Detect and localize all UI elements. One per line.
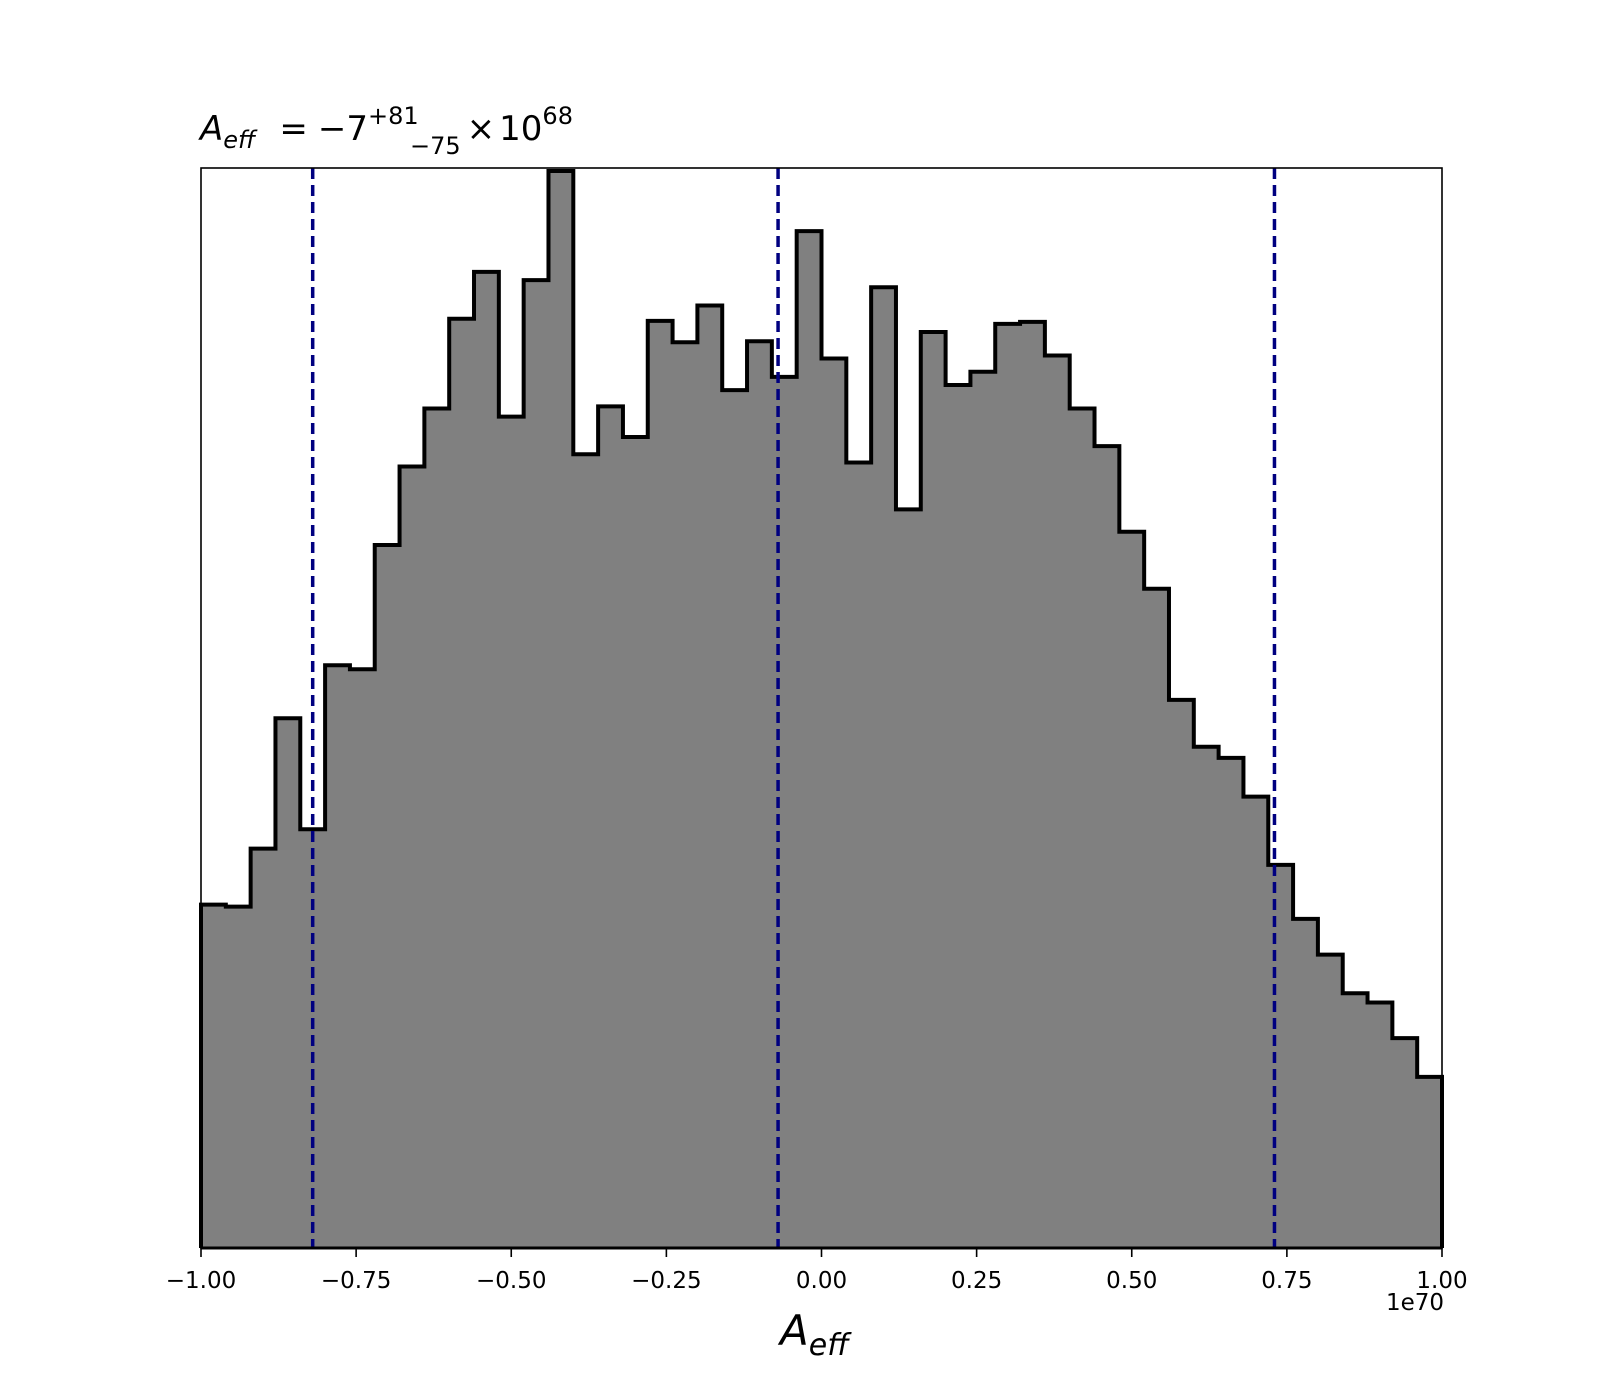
x-tick-label: 0.50 [1106,1268,1157,1294]
histogram-bar [747,341,773,1249]
title-plus-error: +81 [368,102,419,130]
histogram-bar [821,358,847,1248]
histogram-bar [275,718,301,1248]
histogram-bar [598,406,624,1248]
histogram-bar [573,454,599,1248]
histogram-bar [995,323,1021,1248]
histogram-bar [1119,531,1145,1248]
title-equals: = [279,109,308,149]
x-axis-offset-label: 1e70 [1386,1290,1444,1316]
x-tick-label: 0.25 [951,1268,1002,1294]
histogram-bar [1218,757,1245,1248]
histogram-bar [201,904,227,1248]
x-axis-label: Aeff [777,1306,852,1363]
histogram-bar [1268,864,1294,1248]
x-tick-label: −1.00 [166,1268,236,1294]
histogram-bars [201,171,1443,1249]
histogram-bar [449,318,475,1248]
histogram-bar [647,320,674,1248]
histogram-bar [1168,699,1195,1248]
title-median: −7 [318,109,368,149]
title-exponent: 68 [542,102,573,130]
histogram-bar [622,436,649,1248]
histogram-bar [374,544,401,1248]
histogram-bar [697,305,723,1248]
histogram-bar [1044,355,1071,1249]
histogram-bar [349,669,376,1248]
histogram-bar [796,231,823,1249]
x-tick-label: −0.75 [321,1268,391,1294]
histogram-bar [970,371,996,1249]
histogram-bar [895,509,922,1248]
histogram-bar [1342,993,1369,1248]
histogram-bar [871,287,897,1249]
title-base: 10 [499,109,542,149]
histogram-bar [1243,796,1269,1248]
x-tick-label: 0.00 [796,1268,847,1294]
histogram-bar [250,848,277,1248]
title-symbol-subscript: eff [223,126,258,154]
title-times: × [467,109,496,149]
histogram-bar [945,385,972,1248]
x-tick-label: −0.25 [631,1268,701,1294]
histogram-outline [199,169,1444,1248]
histogram-bar [846,462,872,1248]
histogram-bar [399,466,425,1248]
chart-title: Aeff = −7+81 −75 × 1068 [198,102,573,160]
histogram-bar [548,171,574,1248]
histogram-bar [474,271,500,1248]
histogram-bar [920,332,947,1249]
histogram-bar [1293,918,1319,1248]
histogram-bar [1317,954,1344,1248]
plot-area: −1.00 −0.75 −0.50 −0.25 0.00 0.25 0.50 0.75 1.00 [166,167,1468,1294]
title-symbol: A [198,109,223,149]
histogram-bar [1020,321,1046,1248]
histogram-bar [771,376,798,1248]
histogram-bar [225,906,252,1248]
histogram-bar [1367,1002,1393,1248]
x-tick-label: −0.50 [476,1268,546,1294]
title-minus-error: −75 [410,132,461,160]
histogram-bar [1069,408,1096,1248]
histogram-bar [1392,1038,1418,1248]
histogram-bar [523,280,550,1249]
histogram-bar [1193,746,1220,1248]
histogram-bar [672,342,698,1248]
histogram-bar [722,390,748,1248]
x-axis-label-symbol: A [777,1306,809,1355]
histogram-bar [424,408,450,1248]
histogram-bar [1094,446,1120,1248]
histogram-bar [1417,1076,1443,1248]
histogram-bar [1144,588,1170,1248]
x-axis-label-subscript: eff [809,1328,852,1363]
x-tick-label: 0.75 [1261,1268,1312,1294]
histogram-bar [498,416,525,1248]
x-tick-label: 1.00 [1416,1268,1467,1294]
histogram-bar [325,665,351,1248]
